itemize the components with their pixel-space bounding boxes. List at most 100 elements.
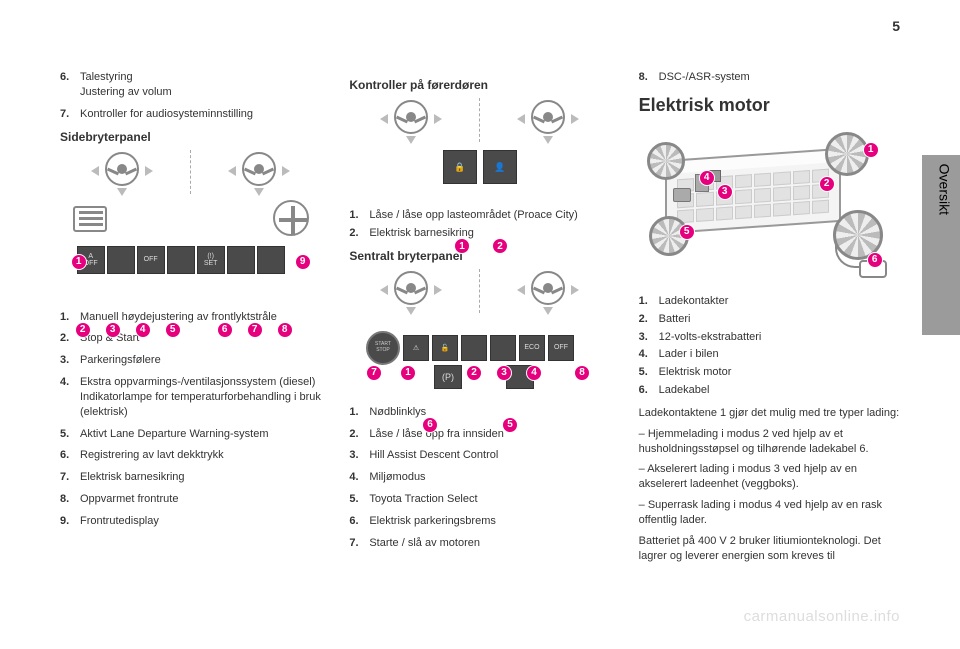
panel-button-icon: ⚠ xyxy=(403,335,429,361)
list-item: 5.Elektrisk motor xyxy=(639,365,900,380)
panel-button-icon xyxy=(257,246,285,274)
callout-badge: 8 xyxy=(277,322,293,338)
paragraph: Ladekontaktene 1 gjør det mulig med tre … xyxy=(639,406,900,421)
callout-badge: 6 xyxy=(217,322,233,338)
list-item: 7.Kontroller for audiosysteminnstilling xyxy=(60,107,321,122)
list-item-number: 4. xyxy=(349,470,363,485)
col3-top-list: 8.DSC-/ASR-system xyxy=(639,70,900,85)
list-item: 1.Ladekontakter xyxy=(639,294,900,309)
headlamp-dial-icon xyxy=(73,206,107,232)
list-item-text: Elektrisk barnesikring xyxy=(80,470,185,485)
start-stop-button-icon: START STOP xyxy=(366,331,400,365)
list-item: 7.Elektrisk barnesikring xyxy=(60,470,321,485)
list-item: 9.Frontrutedisplay xyxy=(60,514,321,529)
list-item: 4.Lader i bilen xyxy=(639,347,900,362)
panel-button-icon: 🔒 xyxy=(443,150,477,184)
list-item-text: TalestyringJustering av volum xyxy=(80,70,172,100)
list-item: 8.DSC-/ASR-system xyxy=(639,70,900,85)
list-item-number: 6. xyxy=(60,448,74,463)
list-item-text: Elektrisk motor xyxy=(659,365,732,380)
list-item: 7.Starte / slå av motoren xyxy=(349,536,610,551)
column-1: 6.TalestyringJustering av volum7.Kontrol… xyxy=(60,70,321,630)
callout-badge: 1 xyxy=(400,365,416,381)
list-item: 3.Hill Assist Descent Control xyxy=(349,448,610,463)
wheel-left-icon xyxy=(87,150,157,190)
list-item-number: 3. xyxy=(60,353,74,368)
callout-badge: 9 xyxy=(295,254,311,270)
list-item-number: 2. xyxy=(639,312,653,327)
callout-badge: 3 xyxy=(496,365,512,381)
list-item-text: Batteri xyxy=(659,312,691,327)
list-item-number: 5. xyxy=(60,427,74,442)
list-item-text: Registrering av lavt dekktrykk xyxy=(80,448,224,463)
chassis-icon xyxy=(665,158,841,234)
callout-badge: 7 xyxy=(366,365,382,381)
panel-button-icon: 👤 xyxy=(483,150,517,184)
central-panel-title: Sentralt bryterpanel xyxy=(349,249,610,263)
list-item: 2. Batteri xyxy=(639,312,900,327)
list-item-number: 2. xyxy=(349,427,363,442)
list-item-number: 7. xyxy=(60,107,74,122)
list-item-text: Elektrisk parkeringsbrems xyxy=(369,514,496,529)
list-item-number: 4. xyxy=(639,347,653,362)
wheel-right-icon xyxy=(513,269,583,309)
door-controls-diagram: 🔒👤 12 xyxy=(360,98,600,198)
callout-badge: 6 xyxy=(422,417,438,433)
list-item: 6. Registrering av lavt dekktrykk xyxy=(60,448,321,463)
wheel-icon xyxy=(647,142,685,180)
door-buttons: 🔒👤 xyxy=(360,150,600,184)
callout-badge: 1 xyxy=(454,238,470,254)
callout-badge: 2 xyxy=(466,365,482,381)
paragraph: – Akselerert lading i modus 3 ved hjelp … xyxy=(639,462,900,492)
list-item-number: 1. xyxy=(349,208,363,223)
panel-button-icon xyxy=(227,246,255,274)
side-tab-label: Oversikt xyxy=(936,164,952,215)
central-top-buttons: ⚠🔓ECOOFF xyxy=(403,335,574,361)
list-item-text: Parkeringsfølere xyxy=(80,353,161,368)
panel-button-icon xyxy=(107,246,135,274)
panel-button-icon: 🔓 xyxy=(432,335,458,361)
panel-button-icon: ECO xyxy=(519,335,545,361)
list-item: 4. Miljømodus xyxy=(349,470,610,485)
list-item: 3. Parkeringsfølere xyxy=(60,353,321,368)
col1-item-list: 1.Manuell høydejustering av frontlyktstr… xyxy=(60,310,321,529)
callout-badge: 6 xyxy=(867,252,883,268)
callout-badge: 2 xyxy=(819,176,835,192)
list-item: 1. Låse / låse opp lasteområdet (Proace C… xyxy=(349,208,610,223)
list-item-number: 6. xyxy=(349,514,363,529)
ev-item-list: 1.Ladekontakter 2. Batteri 3.12-volts-ekstr… xyxy=(639,294,900,398)
list-item-text: Miljømodus xyxy=(369,470,425,485)
list-item-number: 6. xyxy=(60,70,74,100)
panel-button-icon: OFF xyxy=(137,246,165,274)
list-item: 3.12-volts-ekstrabatteri xyxy=(639,330,900,345)
list-item-number: 1. xyxy=(349,405,363,420)
callout-badge: 3 xyxy=(717,184,733,200)
central-panel-diagram: START STOP ⚠🔓ECOOFF (P) 712348 65 xyxy=(360,269,600,395)
list-item: 2.Elektrisk barnesikring xyxy=(349,226,610,241)
side-panel-diagram: AOFFOFF(!)SET 192345678 xyxy=(71,150,311,300)
column-3: 8.DSC-/ASR-system Elektrisk motor 124356 xyxy=(639,70,900,630)
callout-badge: 5 xyxy=(502,417,518,433)
list-item-number: 8. xyxy=(639,70,653,85)
list-item-number: 4. xyxy=(60,375,74,420)
list-item-text: Låse / låse opp lasteområdet (Proace Cit… xyxy=(369,208,578,223)
dpad-icon xyxy=(273,200,309,236)
wheel-right-icon xyxy=(513,98,583,138)
list-item-number: 3. xyxy=(639,330,653,345)
list-item-number: 6. xyxy=(639,383,653,398)
callout-badge: 2 xyxy=(75,322,91,338)
callout-badge: 3 xyxy=(105,322,121,338)
list-item-text: Frontrutedisplay xyxy=(80,514,159,529)
list-item: 6. Elektrisk parkeringsbrems xyxy=(349,514,610,529)
panel-button-icon xyxy=(167,246,195,274)
button-strip: AOFFOFF(!)SET xyxy=(77,246,285,274)
callout-badge: 5 xyxy=(165,322,181,338)
column-2: Kontroller på førerdøren 🔒👤 12 1.Låse / … xyxy=(349,70,610,630)
ev-chassis-diagram: 124356 xyxy=(639,124,889,284)
col1-intro-list: 6.TalestyringJustering av volum 7.Kontrol… xyxy=(60,70,321,122)
list-item-number: 5. xyxy=(349,492,363,507)
page-number: 5 xyxy=(892,18,900,34)
list-item-number: 2. xyxy=(349,226,363,241)
list-item-text: Starte / slå av motoren xyxy=(369,536,480,551)
list-item-text: Ladekontakter xyxy=(659,294,729,309)
